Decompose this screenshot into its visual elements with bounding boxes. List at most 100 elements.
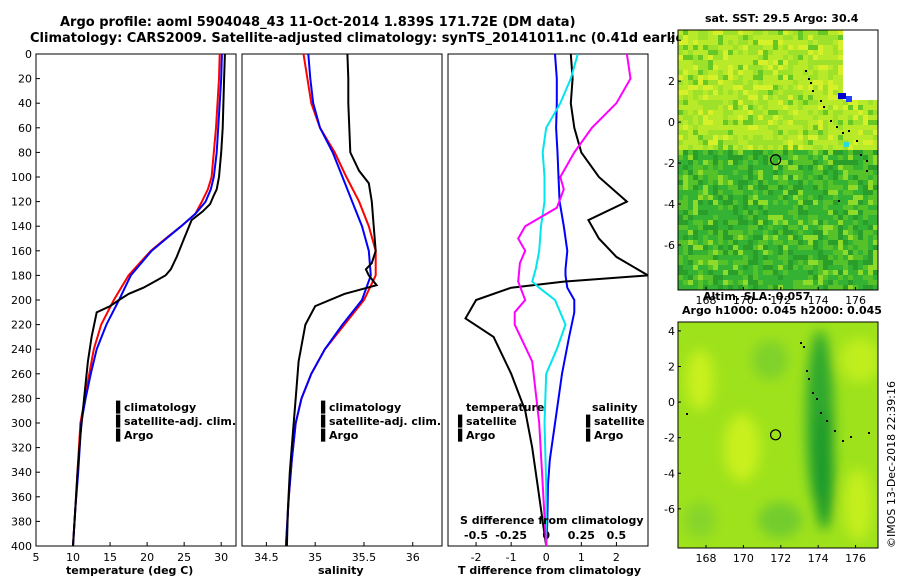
sst-cell: [678, 60, 683, 65]
sst-cell: [873, 35, 878, 40]
pressure-tick-labels: 0204060801001201401601802002202402602803…: [11, 48, 40, 553]
sst-cell: [823, 160, 828, 165]
sst-cell: [843, 265, 848, 270]
sst-cell: [713, 220, 718, 225]
sst-cell: [788, 30, 793, 35]
sst-cell: [678, 220, 683, 225]
sst-cell: [743, 205, 748, 210]
sst-cell: [833, 160, 838, 165]
sst-cell: [698, 265, 703, 270]
sst-cell: [803, 90, 808, 95]
sst-cell: [723, 95, 728, 100]
sst-cell: [773, 215, 778, 220]
sst-cell: [803, 230, 808, 235]
sst-cell: [763, 250, 768, 255]
sst-cell: [743, 235, 748, 240]
sst-cell: [843, 80, 848, 85]
sst-cell: [833, 95, 838, 100]
sst-cell: [768, 160, 773, 165]
sst-cell: [838, 225, 843, 230]
sst-cell: [853, 235, 858, 240]
sst-cell: [848, 195, 853, 200]
sst-cell: [743, 115, 748, 120]
sst-cell: [808, 150, 813, 155]
sst-cell: [683, 60, 688, 65]
sst-cell: [688, 280, 693, 285]
sst-cell: [808, 50, 813, 55]
sst-cell: [688, 160, 693, 165]
sla-low-patch: [840, 338, 878, 382]
sst-cell: [838, 265, 843, 270]
sst-cell: [683, 45, 688, 50]
sst-cell: [853, 250, 858, 255]
sst-cell: [688, 50, 693, 55]
sst-cell: [808, 155, 813, 160]
sst-cell: [873, 110, 878, 115]
sst-cell: [823, 180, 828, 185]
sst-cell: [793, 110, 798, 115]
sst-cell: [833, 155, 838, 160]
sst-cell: [733, 75, 738, 80]
sst-cell: [828, 175, 833, 180]
sst-cell: [863, 255, 868, 260]
sst-cell: [698, 235, 703, 240]
sst-cell: [858, 135, 863, 140]
sst-cell: [873, 160, 878, 165]
sst-cell: [778, 200, 783, 205]
sst-cell: [693, 190, 698, 195]
sst-cell: [738, 275, 743, 280]
figure-title-line1: Argo profile: aoml 5904048_43 11-Oct-201…: [60, 15, 576, 30]
sst-cell: [863, 40, 868, 45]
sst-cell: [828, 80, 833, 85]
sst-cell: [683, 140, 688, 145]
sst-cell: [708, 215, 713, 220]
lon-tick-label: 168: [696, 552, 717, 565]
sst-cell: [833, 35, 838, 40]
sst-cell: [763, 135, 768, 140]
sst-cell: [688, 75, 693, 80]
sst-cell: [733, 180, 738, 185]
sst-cell: [723, 235, 728, 240]
sst-cell: [863, 50, 868, 55]
sst-cell: [738, 95, 743, 100]
sst-cell: [803, 45, 808, 50]
sst-cell: [778, 80, 783, 85]
sst-cell: [873, 235, 878, 240]
sst-cell: [863, 225, 868, 230]
sst-cell: [838, 235, 843, 240]
sst-cell: [788, 125, 793, 130]
sst-cell: [828, 265, 833, 270]
sla-coastline: [686, 342, 870, 442]
sst-cell: [833, 60, 838, 65]
sst-cell: [703, 165, 708, 170]
sst-cell: [678, 155, 683, 160]
sst-cell: [803, 180, 808, 185]
sst-cell: [778, 85, 783, 90]
sst-cell: [758, 140, 763, 145]
sst-cell: [798, 120, 803, 125]
sst-cell: [773, 30, 778, 35]
sst-cell: [683, 205, 688, 210]
sst-cell: [753, 275, 758, 280]
legend-s-satellite: satellite: [594, 415, 645, 428]
sst-cell: [778, 70, 783, 75]
sst-cell: [678, 245, 683, 250]
sst-cell: [793, 115, 798, 120]
sst-cell: [728, 285, 733, 290]
sst-cell: [753, 270, 758, 275]
sst-cell: [833, 145, 838, 150]
sst-cell: [783, 75, 788, 80]
sst-cell: [813, 100, 818, 105]
sst-cell: [738, 30, 743, 35]
sst-cell: [708, 230, 713, 235]
sst-cell: [743, 230, 748, 235]
sst-cell: [768, 180, 773, 185]
sst-cell: [788, 55, 793, 60]
sst-cell: [803, 50, 808, 55]
sst-cell: [813, 165, 818, 170]
sst-cell: [788, 255, 793, 260]
sst-cell: [713, 255, 718, 260]
sst-cell: [703, 90, 708, 95]
sst-cell: [823, 225, 828, 230]
island: [808, 78, 810, 80]
